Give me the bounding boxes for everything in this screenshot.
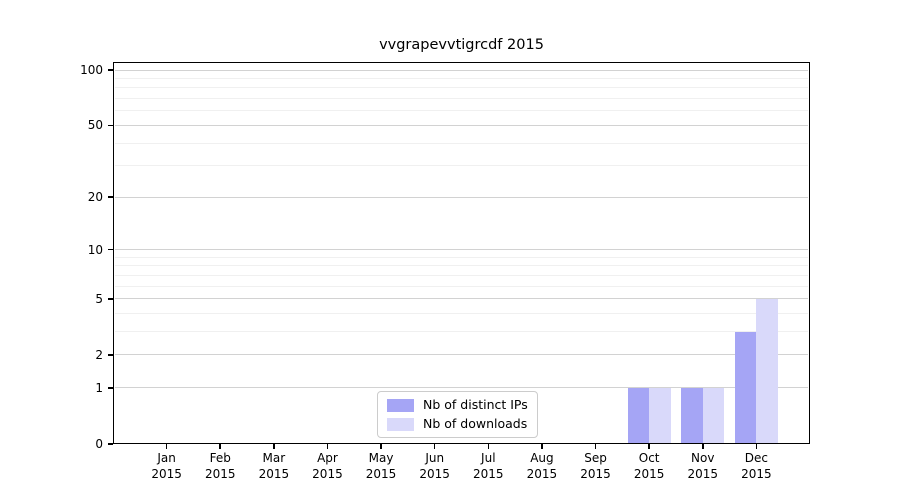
- x-tick-label: Oct 2015: [633, 451, 665, 481]
- x-tick-mark: [755, 444, 758, 449]
- x-tick-mark: [648, 444, 650, 449]
- x-tick-label: Jun 2015: [419, 451, 450, 481]
- major-gridline: [115, 196, 808, 198]
- x-tick-label: Sep 2015: [580, 451, 611, 481]
- y-tick-label: 2: [95, 347, 103, 362]
- y-tick-label: 100: [80, 63, 103, 77]
- x-tick-mark: [487, 444, 490, 449]
- minor-gridline: [115, 331, 808, 333]
- y-tick-label: 10: [87, 242, 103, 257]
- x-tick-mark: [165, 444, 168, 449]
- major-gridline: [115, 387, 808, 389]
- minor-gridline: [115, 142, 808, 144]
- minor-gridline: [115, 256, 808, 258]
- y-tick-label: 50: [87, 118, 103, 133]
- legend-label-downloads: Nb of downloads: [423, 416, 528, 431]
- y-tick-mark: [108, 248, 113, 251]
- x-tick-mark: [273, 444, 275, 449]
- x-tick-mark: [701, 444, 704, 449]
- x-tick-label: Jul 2015: [473, 451, 504, 481]
- major-gridline: [115, 69, 808, 71]
- minor-gridline: [115, 313, 808, 315]
- x-tick-label: Aug 2015: [526, 451, 558, 481]
- legend: Nb of distinct IPs Nb of downloads: [377, 391, 538, 438]
- bar-nb-of-downloads: [756, 298, 778, 444]
- legend-label-distinct-ips: Nb of distinct IPs: [423, 397, 528, 412]
- bar-nb-of-distinct-ips: [627, 387, 650, 444]
- minor-gridline: [115, 98, 808, 100]
- x-tick-mark: [594, 444, 597, 449]
- minor-gridline: [115, 285, 808, 287]
- minor-gridline: [115, 87, 808, 89]
- y-tick-label: 20: [87, 190, 103, 205]
- minor-gridline: [115, 265, 808, 267]
- legend-item-downloads: Nb of downloads: [387, 416, 528, 432]
- y-tick-label: 0: [95, 437, 103, 451]
- bar-nb-of-downloads: [702, 387, 725, 444]
- chart-title: vvgrapevvtigrcdf 2015: [379, 37, 544, 53]
- minor-gridline: [115, 274, 808, 276]
- y-tick-label: 1: [95, 380, 103, 395]
- y-tick-mark: [108, 354, 113, 356]
- major-gridline: [115, 298, 808, 300]
- major-gridline: [115, 354, 808, 356]
- y-tick-mark: [108, 196, 113, 199]
- y-tick-mark: [108, 69, 113, 71]
- x-tick-mark: [219, 444, 222, 449]
- major-gridline: [115, 249, 808, 251]
- x-tick-mark: [541, 444, 543, 449]
- x-tick-mark: [433, 444, 436, 449]
- x-tick-mark: [380, 444, 382, 449]
- x-tick-label: Feb 2015: [204, 451, 236, 481]
- legend-swatch-distinct-ips: [387, 398, 414, 412]
- y-tick-label: 5: [95, 291, 103, 306]
- bar-nb-of-distinct-ips: [681, 387, 703, 444]
- x-tick-mark: [326, 444, 329, 449]
- minor-gridline: [115, 77, 808, 79]
- x-tick-label: Apr 2015: [312, 451, 343, 481]
- x-tick-label: Nov 2015: [687, 451, 719, 481]
- y-tick-mark: [108, 443, 113, 445]
- legend-item-distinct-ips: Nb of distinct IPs: [387, 397, 528, 413]
- minor-gridline: [115, 110, 808, 112]
- x-tick-label: Mar 2015: [258, 451, 290, 481]
- x-tick-label: May 2015: [365, 451, 397, 481]
- bar-nb-of-downloads: [649, 387, 671, 444]
- y-tick-mark: [108, 297, 113, 300]
- minor-gridline: [115, 165, 808, 167]
- x-tick-label: Jan 2015: [151, 451, 182, 481]
- major-gridline: [115, 124, 808, 126]
- plot-area: [113, 62, 810, 444]
- x-tick-label: Dec 2015: [741, 451, 772, 481]
- y-tick-mark: [108, 387, 113, 389]
- y-tick-mark: [108, 124, 113, 127]
- bar-nb-of-distinct-ips: [734, 331, 757, 444]
- legend-swatch-downloads: [387, 417, 414, 431]
